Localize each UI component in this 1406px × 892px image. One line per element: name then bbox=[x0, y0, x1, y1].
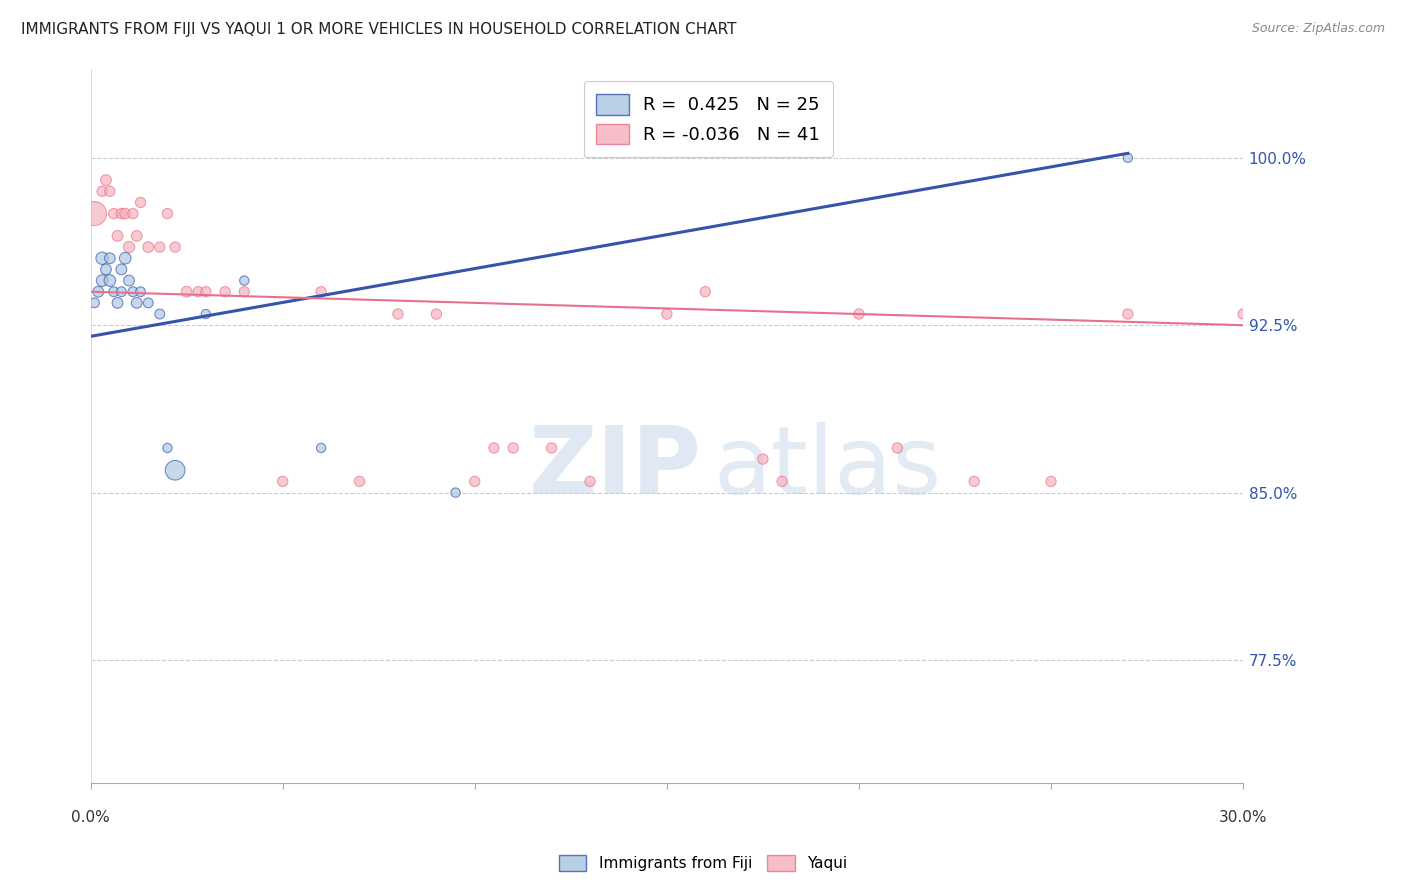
Point bbox=[136, 296, 159, 310]
Point bbox=[194, 307, 217, 321]
Point bbox=[149, 240, 172, 254]
Point bbox=[83, 296, 105, 310]
Point bbox=[94, 262, 117, 277]
Point bbox=[129, 285, 152, 299]
Legend: Immigrants from Fiji, Yaqui: Immigrants from Fiji, Yaqui bbox=[553, 849, 853, 877]
Point bbox=[482, 441, 505, 455]
Point bbox=[94, 173, 117, 187]
Point bbox=[156, 441, 179, 455]
Point bbox=[149, 307, 172, 321]
Legend: R =  0.425   N = 25, R = -0.036   N = 41: R = 0.425 N = 25, R = -0.036 N = 41 bbox=[583, 81, 832, 157]
Point bbox=[848, 307, 870, 321]
Point bbox=[118, 274, 141, 288]
Point bbox=[83, 206, 105, 220]
Text: Source: ZipAtlas.com: Source: ZipAtlas.com bbox=[1251, 22, 1385, 36]
Point bbox=[129, 195, 152, 210]
Point bbox=[387, 307, 409, 321]
Point bbox=[444, 485, 467, 500]
Point bbox=[1116, 307, 1139, 321]
Point bbox=[114, 206, 136, 220]
Point bbox=[110, 206, 132, 220]
Text: IMMIGRANTS FROM FIJI VS YAQUI 1 OR MORE VEHICLES IN HOUSEHOLD CORRELATION CHART: IMMIGRANTS FROM FIJI VS YAQUI 1 OR MORE … bbox=[21, 22, 737, 37]
Point bbox=[107, 228, 129, 243]
Point bbox=[752, 452, 775, 467]
Point bbox=[125, 228, 148, 243]
Point bbox=[176, 285, 198, 299]
Point bbox=[233, 285, 256, 299]
Point bbox=[122, 206, 145, 220]
Point bbox=[309, 285, 332, 299]
Point bbox=[1040, 475, 1063, 489]
Point bbox=[165, 240, 187, 254]
Point bbox=[886, 441, 908, 455]
Point bbox=[110, 285, 132, 299]
Point bbox=[963, 475, 986, 489]
Point bbox=[114, 251, 136, 265]
Point bbox=[103, 206, 125, 220]
Point bbox=[98, 274, 121, 288]
Point bbox=[194, 285, 217, 299]
Point bbox=[502, 441, 524, 455]
Point bbox=[136, 240, 159, 254]
Text: 30.0%: 30.0% bbox=[1219, 810, 1267, 824]
Point bbox=[107, 296, 129, 310]
Point bbox=[309, 441, 332, 455]
Point bbox=[187, 285, 209, 299]
Point bbox=[110, 262, 132, 277]
Point bbox=[540, 441, 562, 455]
Point bbox=[118, 240, 141, 254]
Point bbox=[770, 475, 793, 489]
Point bbox=[233, 274, 256, 288]
Point bbox=[125, 296, 148, 310]
Point bbox=[91, 251, 114, 265]
Point bbox=[695, 285, 717, 299]
Point bbox=[122, 285, 145, 299]
Text: 0.0%: 0.0% bbox=[72, 810, 110, 824]
Point bbox=[464, 475, 486, 489]
Point bbox=[214, 285, 236, 299]
Point bbox=[91, 184, 114, 198]
Point bbox=[91, 274, 114, 288]
Point bbox=[87, 285, 110, 299]
Point bbox=[165, 463, 187, 477]
Point bbox=[156, 206, 179, 220]
Text: atlas: atlas bbox=[713, 423, 941, 515]
Point bbox=[349, 475, 371, 489]
Point bbox=[1232, 307, 1254, 321]
Point bbox=[655, 307, 678, 321]
Point bbox=[1116, 151, 1139, 165]
Point bbox=[98, 184, 121, 198]
Point bbox=[579, 475, 602, 489]
Point bbox=[271, 475, 294, 489]
Point bbox=[103, 285, 125, 299]
Point bbox=[425, 307, 447, 321]
Text: ZIP: ZIP bbox=[529, 423, 702, 515]
Point bbox=[98, 251, 121, 265]
